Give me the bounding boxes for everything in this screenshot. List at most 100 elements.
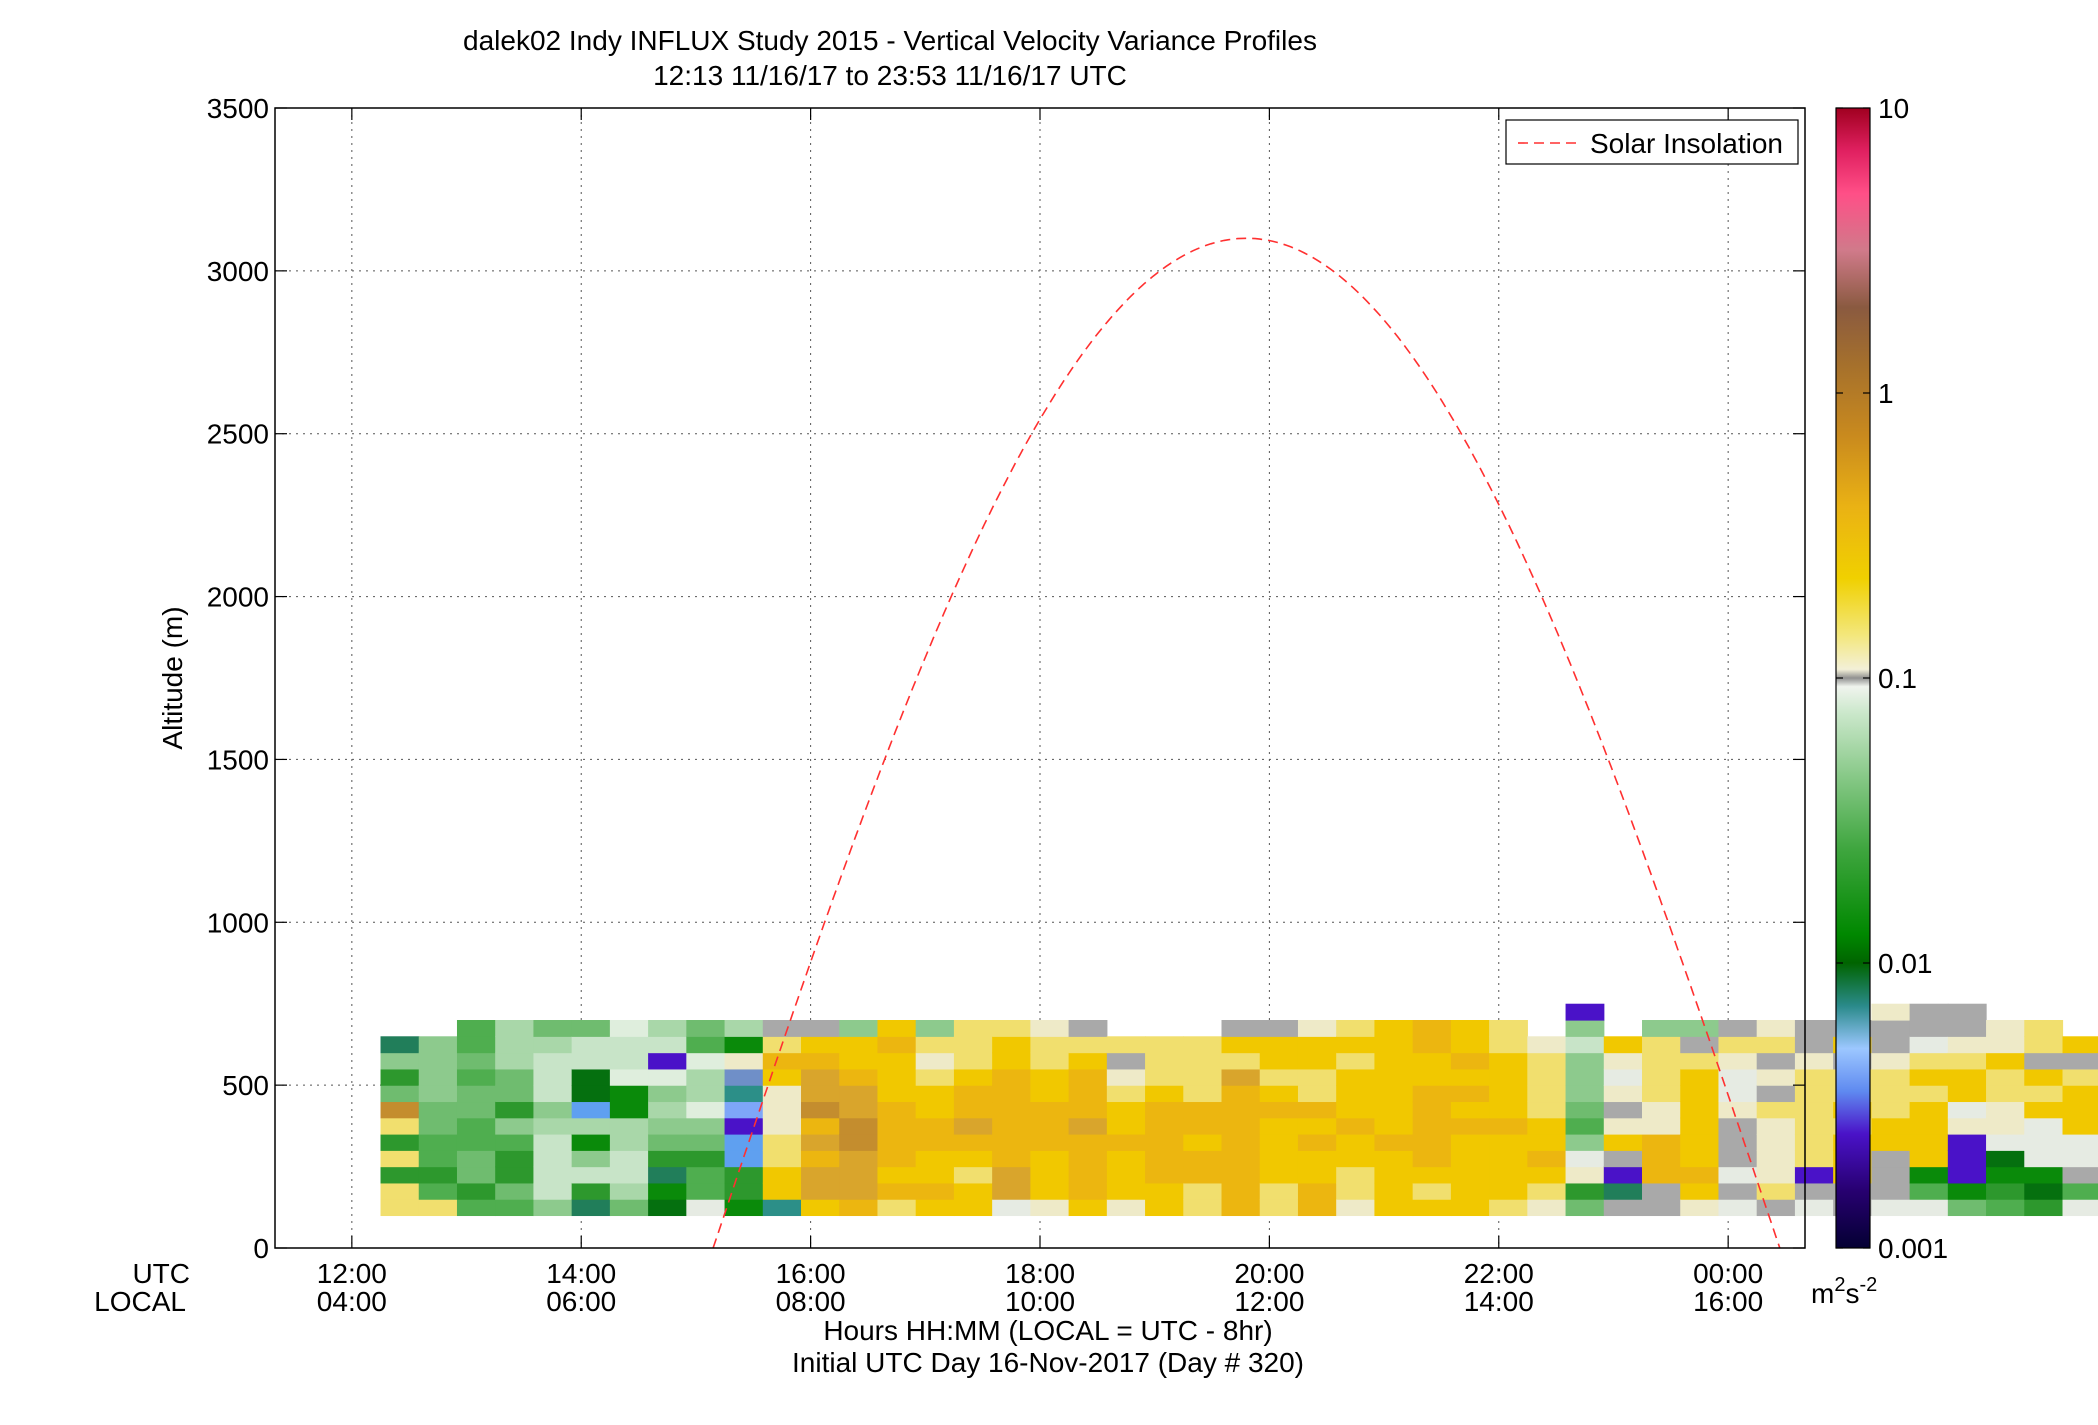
heatmap-cell <box>533 1101 573 1119</box>
heatmap-cell <box>1794 1182 1834 1200</box>
heatmap-cell <box>533 1199 573 1217</box>
heatmap-cell <box>495 1085 535 1103</box>
heatmap-cell <box>1642 1134 1681 1151</box>
heatmap-cell <box>801 1182 840 1200</box>
heatmap-cell <box>609 1182 649 1200</box>
y-tick-label-2: 1000 <box>207 907 269 938</box>
heatmap-cell <box>1259 1134 1299 1151</box>
heatmap-cell <box>533 1182 573 1200</box>
x-tick-label-utc-5: 22:00 <box>1464 1258 1534 1289</box>
heatmap-cell <box>1336 1150 1376 1168</box>
heatmap-cell <box>762 1117 802 1135</box>
heatmap-cell <box>1450 1117 1490 1135</box>
heatmap-cell <box>1106 1150 1146 1168</box>
heatmap-cell <box>380 1085 420 1103</box>
heatmap-cell <box>992 1117 1031 1135</box>
heatmap-cell <box>1374 1036 1414 1054</box>
heatmap-cell <box>1259 1068 1299 1086</box>
heatmap-cell <box>1603 1182 1643 1200</box>
heatmap-cell <box>2024 1052 2064 1070</box>
heatmap-cell <box>1871 1003 1911 1021</box>
heatmap-cell <box>1374 1166 1414 1184</box>
heatmap-cell <box>1565 1182 1605 1200</box>
heatmap-cell <box>609 1068 649 1086</box>
heatmap-cell <box>1718 1182 1758 1200</box>
heatmap-cell <box>1947 1036 1987 1054</box>
heatmap-cell <box>1947 1182 1987 1200</box>
heatmap-cell <box>1794 1068 1834 1086</box>
heatmap-cell <box>1336 1101 1376 1119</box>
heatmap-cell <box>1336 1068 1376 1086</box>
heatmap-cell <box>571 1101 611 1119</box>
heatmap-cell <box>1947 1117 1987 1135</box>
heatmap-cell <box>1909 1020 1949 1037</box>
heatmap-cell <box>456 1085 496 1103</box>
heatmap-cell <box>1183 1101 1223 1119</box>
heatmap-cell <box>1450 1052 1490 1070</box>
heatmap-cell <box>418 1182 458 1200</box>
heatmap-cell <box>1183 1085 1223 1103</box>
heatmap-cell <box>1986 1101 2025 1119</box>
heatmap-cell <box>1642 1068 1681 1086</box>
heatmap-cell <box>609 1020 649 1037</box>
heatmap-cell <box>877 1068 917 1086</box>
heatmap-cell <box>1030 1068 1070 1086</box>
heatmap-cell <box>1947 1003 1987 1021</box>
y-tick-label-1: 500 <box>222 1070 269 1101</box>
heatmap-cell <box>877 1199 917 1217</box>
x-axis-ticks: 12:0004:0014:0006:0016:0008:0018:0010:00… <box>317 108 1763 1317</box>
heatmap-cell <box>1871 1085 1911 1103</box>
heatmap-cell <box>1489 1085 1528 1103</box>
heatmap-cell <box>1756 1085 1796 1103</box>
heatmap-cell <box>1183 1150 1223 1168</box>
heatmap-cell <box>2024 1117 2064 1135</box>
heatmap-cell <box>1986 1052 2025 1070</box>
heatmap-cell <box>1450 1199 1490 1217</box>
heatmap-cell <box>648 1150 687 1168</box>
heatmap-cell <box>1565 1052 1605 1070</box>
heatmap-cell <box>1221 1117 1261 1135</box>
x-tick-label-utc-3: 18:00 <box>1005 1258 1075 1289</box>
heatmap-cell <box>1986 1182 2025 1200</box>
heatmap-cell <box>2062 1182 2098 1200</box>
heatmap-cell <box>801 1068 840 1086</box>
heatmap-cell <box>686 1166 726 1184</box>
heatmap-cell <box>1871 1101 1911 1119</box>
heatmap-cell <box>2024 1134 2064 1151</box>
heatmap-cell <box>1947 1085 1987 1103</box>
heatmap-cell <box>839 1150 879 1168</box>
variance-cells <box>380 1003 2098 1217</box>
heatmap-cell <box>1986 1150 2025 1168</box>
heatmap-cell <box>1068 1052 1108 1070</box>
heatmap-cell <box>1565 1003 1605 1021</box>
heatmap-cell <box>533 1117 573 1135</box>
heatmap-cell <box>1489 1117 1528 1135</box>
heatmap-cell <box>2062 1052 2098 1070</box>
heatmap-cell <box>992 1068 1031 1086</box>
heatmap-cell <box>1718 1036 1758 1054</box>
heatmap-cell <box>1947 1166 1987 1184</box>
heatmap-cell <box>992 1020 1031 1037</box>
heatmap-cell <box>1718 1020 1758 1037</box>
heatmap-cell <box>456 1134 496 1151</box>
heatmap-cell <box>1145 1150 1184 1168</box>
heatmap-cell <box>1947 1199 1987 1217</box>
heatmap-cell <box>1603 1101 1643 1119</box>
heatmap-cell <box>953 1068 993 1086</box>
heatmap-cell <box>1680 1117 1720 1135</box>
heatmap-cell <box>762 1101 802 1119</box>
colorbar-tick-label-3: 0.01 <box>1878 948 1933 979</box>
heatmap-cell <box>1794 1020 1834 1037</box>
heatmap-cell <box>1030 1036 1070 1054</box>
heatmap-cell <box>1909 1101 1949 1119</box>
heatmap-cell <box>571 1052 611 1070</box>
heatmap-cell <box>1986 1068 2025 1086</box>
heatmap-cell <box>1527 1166 1567 1184</box>
heatmap-cell <box>1336 1182 1376 1200</box>
heatmap-cell <box>1527 1085 1567 1103</box>
heatmap-cell <box>2024 1020 2064 1037</box>
heatmap-cell <box>801 1085 840 1103</box>
heatmap-cell <box>1489 1052 1528 1070</box>
heatmap-cell <box>609 1199 649 1217</box>
